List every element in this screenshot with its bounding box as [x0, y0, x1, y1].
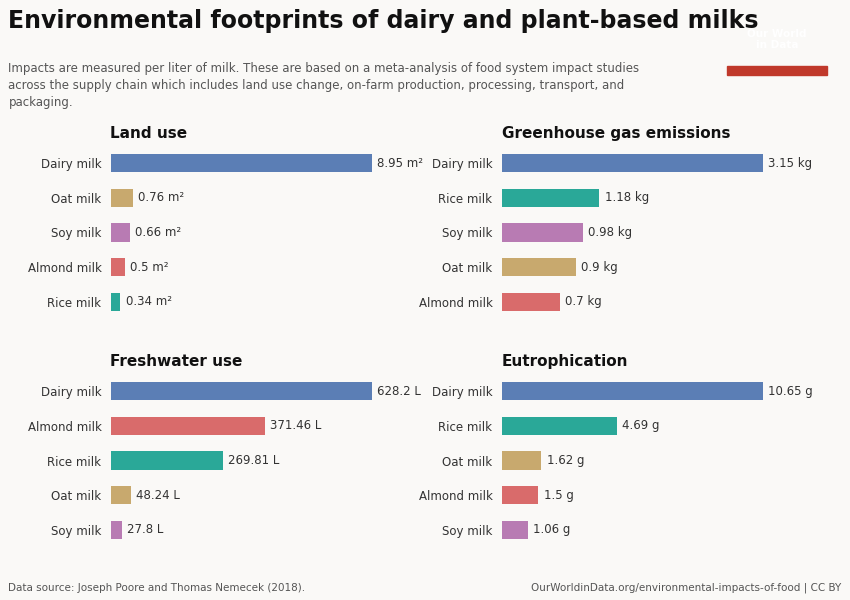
Bar [502, 521, 528, 539]
Text: 0.76 m²: 0.76 m² [138, 191, 184, 204]
Text: 1.06 g: 1.06 g [533, 523, 570, 536]
Text: 0.98 kg: 0.98 kg [588, 226, 632, 239]
Text: Our World
in Data: Our World in Data [747, 29, 807, 50]
Text: 48.24 L: 48.24 L [136, 489, 179, 502]
Bar [110, 417, 265, 435]
Text: 8.95 m²: 8.95 m² [377, 157, 423, 170]
Text: 0.5 m²: 0.5 m² [130, 261, 169, 274]
Text: 1.5 g: 1.5 g [543, 489, 574, 502]
Text: 4.69 g: 4.69 g [622, 419, 660, 432]
Text: 10.65 g: 10.65 g [768, 385, 813, 398]
Text: 0.9 kg: 0.9 kg [581, 261, 618, 274]
Bar [110, 223, 130, 242]
Bar [110, 521, 122, 539]
Bar [110, 486, 131, 504]
Text: 0.7 kg: 0.7 kg [565, 295, 602, 308]
Text: Impacts are measured per liter of milk. These are based on a meta-analysis of fo: Impacts are measured per liter of milk. … [8, 62, 639, 109]
Bar [502, 382, 763, 400]
Text: 1.62 g: 1.62 g [547, 454, 584, 467]
Bar [110, 451, 223, 470]
Text: Environmental footprints of dairy and plant-based milks: Environmental footprints of dairy and pl… [8, 9, 759, 33]
Text: Greenhouse gas emissions: Greenhouse gas emissions [502, 126, 730, 141]
Bar [502, 451, 541, 470]
Bar [502, 154, 763, 172]
Bar [502, 223, 583, 242]
Bar [110, 293, 121, 311]
Text: Data source: Joseph Poore and Thomas Nemecek (2018).: Data source: Joseph Poore and Thomas Nem… [8, 583, 306, 593]
Bar [502, 258, 576, 276]
Text: 27.8 L: 27.8 L [128, 523, 164, 536]
Text: OurWorldinData.org/environmental-impacts-of-food | CC BY: OurWorldinData.org/environmental-impacts… [531, 583, 842, 593]
Bar [110, 258, 125, 276]
Text: 628.2 L: 628.2 L [377, 385, 421, 398]
Bar [110, 382, 372, 400]
Text: 1.18 kg: 1.18 kg [604, 191, 649, 204]
Text: Land use: Land use [110, 126, 188, 141]
Text: 0.34 m²: 0.34 m² [126, 295, 172, 308]
Text: 0.66 m²: 0.66 m² [135, 226, 181, 239]
Bar [110, 189, 133, 207]
Bar [502, 486, 538, 504]
Bar [502, 417, 617, 435]
Text: 269.81 L: 269.81 L [228, 454, 280, 467]
Text: 371.46 L: 371.46 L [270, 419, 322, 432]
Text: Eutrophication: Eutrophication [502, 354, 628, 369]
Bar [502, 189, 599, 207]
Bar [727, 67, 827, 75]
Text: 3.15 kg: 3.15 kg [768, 157, 813, 170]
Bar [502, 293, 559, 311]
Text: Freshwater use: Freshwater use [110, 354, 243, 369]
Bar [110, 154, 372, 172]
